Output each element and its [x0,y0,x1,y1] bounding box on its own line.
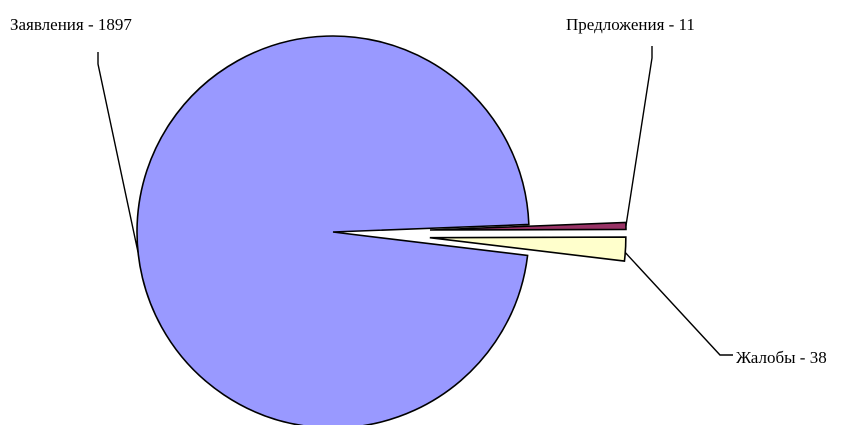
slice-label-zhaloby: Жалобы - 38 [736,348,827,367]
slice-zhaloby [429,236,627,262]
leader-line-zayavleniya [97,52,139,253]
slice-label-zayavleniya: Заявления - 1897 [10,15,132,34]
pie-slices [136,35,627,425]
leader-line-predlozheniya [625,46,653,227]
leader-line-zhaloby [624,252,733,356]
slice-label-predlozheniya: Предложения - 11 [566,15,695,34]
leader-lines [97,46,733,356]
slice-zayavleniya [136,35,530,425]
slice-labels: Заявления - 1897 Предложения - 11 Жалобы… [10,15,827,367]
